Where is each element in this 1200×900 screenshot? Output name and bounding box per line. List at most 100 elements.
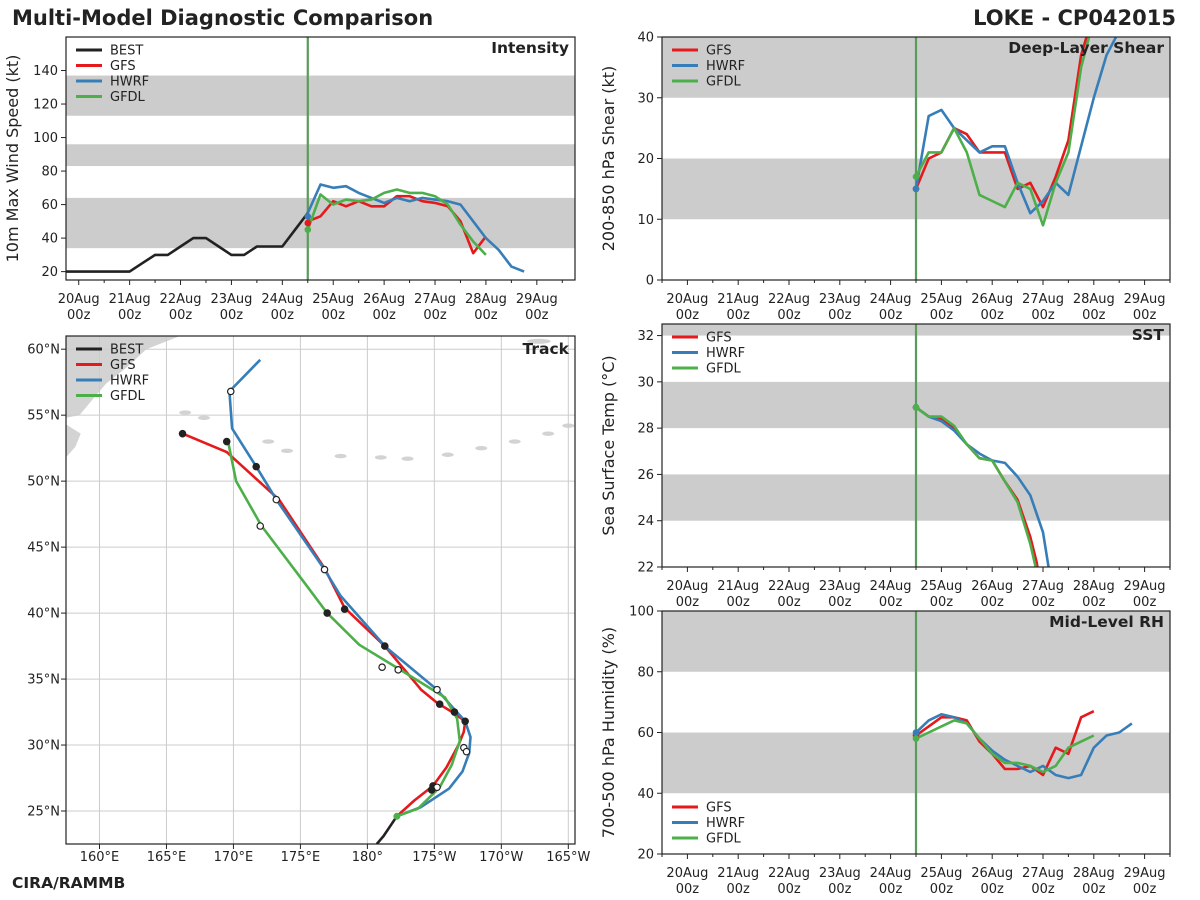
track-start-point: [393, 812, 401, 820]
track-ytick-label-50: 50°N: [27, 475, 60, 490]
track-ytick-label-45: 45°N: [27, 541, 60, 556]
sst-ytick-label-32: 32: [637, 329, 654, 344]
track-marker-gfs-8: [178, 429, 187, 438]
shear-xtick-sublabel-192: 00z: [1082, 308, 1106, 323]
track-marker-gfdl-4: [256, 522, 265, 530]
intensity-xtick-label-216: 29Aug: [516, 292, 558, 307]
intensity-ytick-label-100: 100: [33, 131, 58, 146]
track-marker-hwrf-4: [320, 565, 329, 574]
track-frame: [65, 335, 576, 845]
track-marker-gfs-5: [340, 605, 349, 613]
island-6: [401, 456, 414, 461]
track-marker-gfs-6: [252, 462, 261, 471]
intensity-xtick-sublabel-96: 00z: [271, 308, 295, 323]
shear-xtick-label-192: 28Aug: [1073, 292, 1115, 307]
intensity-panel-title: Intensity: [491, 39, 569, 57]
track-ytick-label-35: 35°N: [27, 673, 60, 688]
sst-ytick-label-30: 30: [637, 375, 654, 390]
sst-xtick-label-216: 29Aug: [1124, 579, 1166, 594]
island-8: [475, 445, 488, 451]
intensity-xtick-label-144: 26Aug: [363, 292, 405, 307]
sst-ytick-label-28: 28: [637, 422, 654, 437]
island-7: [441, 452, 454, 457]
island-1: [197, 415, 210, 421]
shear-xtick-label-120: 25Aug: [920, 292, 962, 307]
sst-xtick-label-72: 23Aug: [819, 579, 861, 594]
rh-xtick-sublabel-48: 00z: [777, 882, 801, 897]
track-xtick-label-185: 175°W: [412, 850, 456, 865]
track-marker-gfdl-3: [323, 609, 331, 617]
intensity-xtick-label-120: 25Aug: [312, 292, 354, 307]
track-ytick-label-55: 55°N: [27, 409, 60, 424]
rh-ytick-label-20: 20: [637, 848, 654, 863]
sst-init-point-gfdl: [912, 404, 920, 411]
rh-xtick-sublabel-72: 00z: [828, 882, 852, 897]
sst-xtick-label-0: 20Aug: [666, 579, 708, 594]
track-panel-title: Track: [523, 340, 570, 358]
shear-xtick-label-144: 26Aug: [971, 292, 1013, 307]
intensity-xtick-label-192: 28Aug: [465, 292, 507, 307]
rh-xtick-label-144: 26Aug: [971, 866, 1013, 881]
intensity-legend-label-hwrf: HWRF: [110, 75, 149, 90]
intensity-xtick-sublabel-24: 00z: [118, 308, 142, 323]
rh-ytick-label-100: 100: [629, 605, 654, 620]
shear-panel-title: Deep-Layer Shear: [1008, 39, 1164, 57]
rh-legend-label-hwrf: HWRF: [706, 816, 745, 831]
shear-ytick-label-0: 0: [646, 274, 654, 289]
intensity-band-2: [66, 75, 575, 116]
sst-xtick-label-96: 24Aug: [870, 579, 912, 594]
shear-xtick-sublabel-96: 00z: [879, 308, 903, 323]
rh-series-gfdl: [915, 719, 1095, 774]
island-10: [542, 431, 555, 436]
shear-xtick-sublabel-24: 00z: [727, 308, 751, 323]
intensity-xtick-sublabel-144: 00z: [372, 308, 396, 323]
shear-xtick-label-48: 22Aug: [768, 292, 810, 307]
intensity-xtick-sublabel-168: 00z: [423, 308, 447, 323]
track-panel: 160°E 165°E 170°E 175°E 180° 175°W 170°W 165°W 2…: [27, 335, 591, 865]
intensity-ylabel: 10m Max Wind Speed (kt): [3, 55, 22, 263]
rh-ytick-label-40: 40: [637, 787, 654, 802]
intensity-xtick-sublabel-192: 00z: [474, 308, 498, 323]
sst-ytick-label-24: 24: [637, 514, 654, 529]
track-marker-hwrf-6: [226, 387, 235, 396]
landmass-1: [66, 424, 81, 458]
shear-init-point-gfdl: [912, 173, 920, 181]
intensity-series-hwrf: [306, 183, 525, 273]
rh-xtick-label-192: 28Aug: [1073, 866, 1115, 881]
rh-ylabel: 700-500 hPa Humidity (%): [599, 627, 618, 838]
intensity-panel: 2040608010012014020Aug00z21Aug00z22Aug00…: [3, 36, 576, 323]
track-marker-hwrf-3: [394, 666, 402, 674]
shear-panel: 01020304020Aug00z21Aug00z22Aug00z23Aug00…: [599, 31, 1171, 323]
shear-ytick-label-10: 10: [637, 213, 654, 228]
sst-xtick-label-168: 27Aug: [1022, 579, 1064, 594]
shear-ytick-label-40: 40: [637, 31, 654, 46]
intensity-series-gfdl: [306, 188, 487, 256]
sst-panel: 22242628303220Aug00z21Aug00z22Aug00z23Au…: [599, 323, 1171, 610]
sst-ytick-label-22: 22: [637, 561, 654, 576]
intensity-band-1: [66, 144, 575, 167]
shear-xtick-label-24: 21Aug: [717, 292, 759, 307]
track-ytick-label-40: 40°N: [27, 607, 60, 622]
sst-series-gfdl: [915, 406, 1037, 567]
shear-xtick-label-216: 29Aug: [1124, 292, 1166, 307]
intensity-ytick-label-60: 60: [41, 198, 58, 213]
rh-xtick-label-120: 25Aug: [920, 866, 962, 881]
island-north: [526, 338, 551, 344]
intensity-legend-label-best: BEST: [110, 44, 143, 59]
sst-plot-area: [912, 404, 1050, 567]
sst-xtick-sublabel-120: 00z: [930, 595, 954, 610]
rh-init-point-gfdl: [912, 735, 920, 742]
intensity-xtick-label-48: 22Aug: [160, 292, 202, 307]
rh-plot-area: [912, 710, 1133, 780]
shear-init-point-hwrf: [912, 185, 920, 193]
sst-xtick-sublabel-144: 00z: [981, 595, 1005, 610]
island-2: [262, 439, 275, 444]
intensity-series-best: [66, 212, 309, 273]
shear-series-gfdl: [914, 37, 1091, 227]
sst-xtick-sublabel-192: 00z: [1082, 595, 1106, 610]
track-series-best: [375, 815, 398, 844]
track-legend-label-best: BEST: [110, 343, 143, 358]
rh-xtick-label-0: 20Aug: [666, 866, 708, 881]
island-9: [508, 439, 521, 444]
intensity-frame: [65, 36, 576, 281]
